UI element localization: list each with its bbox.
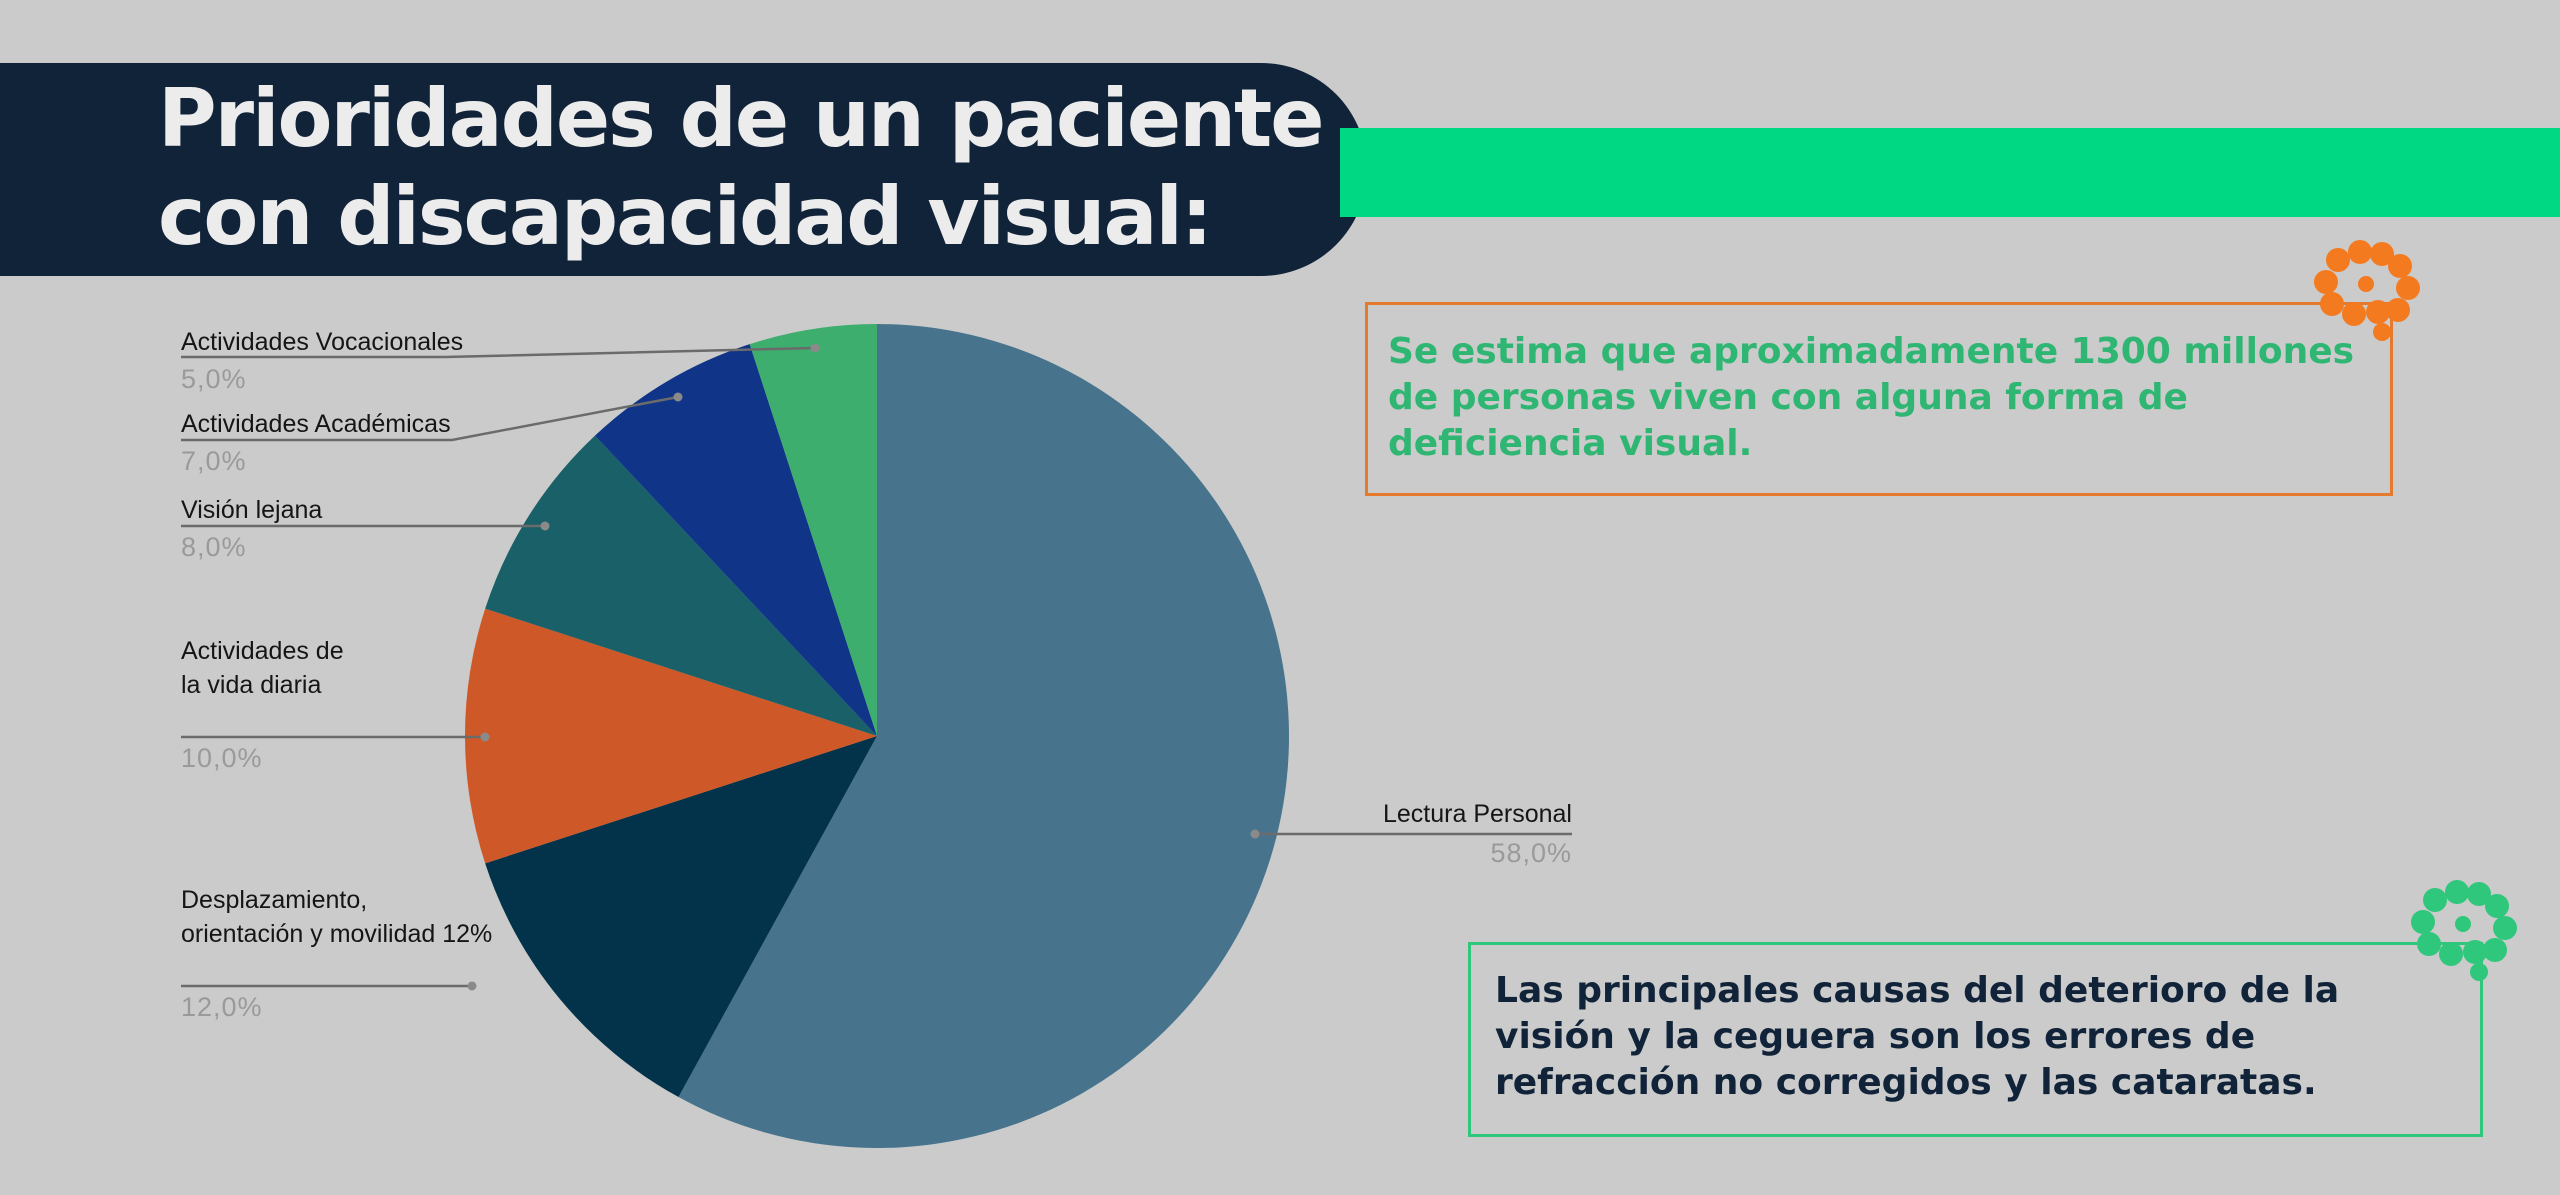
slice-value-label: 58,0% xyxy=(1490,838,1572,868)
slice-value-label: 8,0% xyxy=(181,532,247,562)
leader-dot xyxy=(480,732,490,742)
slice-label: Desplazamiento, orientación y movilidad 1… xyxy=(181,886,492,948)
slice-value-label: 12,0% xyxy=(181,992,263,1022)
statistic-callout-text: Se estima que aproximadamente 1300 millo… xyxy=(1388,331,2355,464)
slice-label: Visión lejana xyxy=(181,496,322,524)
brain-eye-icon xyxy=(2314,240,2420,341)
leader-dot xyxy=(1250,829,1260,839)
leader-line xyxy=(181,395,679,442)
slice-label: Actividades de la vida diaria xyxy=(181,637,344,699)
pie-slice xyxy=(678,324,1289,1148)
pie-slice xyxy=(464,608,877,864)
slice-label: Actividades Académicas xyxy=(181,410,451,438)
pie-slice xyxy=(594,344,877,736)
causes-callout: Las principales causas del deterioro de … xyxy=(1468,942,2483,1137)
leader-dot xyxy=(673,392,683,402)
pie-slice xyxy=(485,435,877,736)
slice-value-label: 5,0% xyxy=(181,364,247,394)
accent-bar xyxy=(1340,128,2560,217)
slice-value-label: 10,0% xyxy=(181,743,263,773)
leader-dot xyxy=(540,521,550,531)
page-title: Prioridades de un paciente con discapaci… xyxy=(158,72,1325,263)
leader-dot xyxy=(810,343,820,353)
slice-value-label: 7,0% xyxy=(181,446,247,476)
pie-slice xyxy=(749,324,877,736)
causes-callout-text: Las principales causas del deterioro de … xyxy=(1495,970,2340,1103)
slice-label: Actividades Vocacionales xyxy=(181,328,463,356)
leader-line xyxy=(181,346,816,359)
brain-eye-icon-2 xyxy=(2411,880,2517,981)
statistic-callout: Se estima que aproximadamente 1300 millo… xyxy=(1365,302,2393,496)
leader-dot xyxy=(467,981,477,991)
pie-slice xyxy=(485,736,877,1098)
slice-label: Lectura Personal xyxy=(1383,800,1572,828)
title-banner xyxy=(0,63,1367,276)
